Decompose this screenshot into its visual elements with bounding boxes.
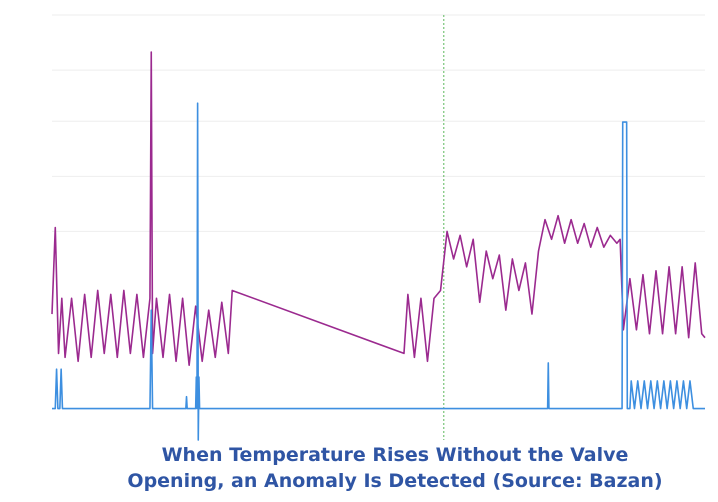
chart-title: When Temperature Rises Without the Valve [162,444,629,466]
series-line [52,102,705,441]
series-line [51,51,706,367]
chart-title: Opening, an Anomaly Is Detected (Source:… [127,470,662,492]
